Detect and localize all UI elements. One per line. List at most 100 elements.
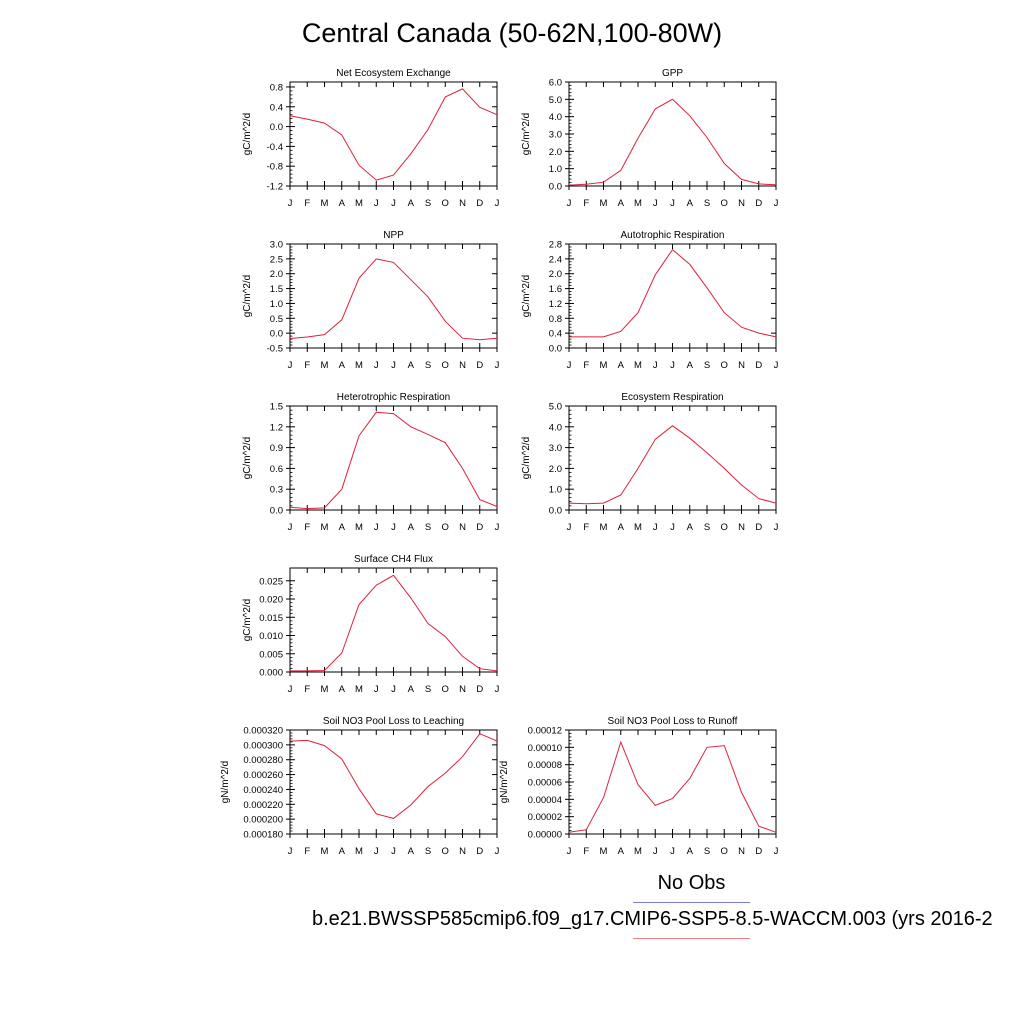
x-tick-label: J bbox=[774, 522, 779, 533]
x-tick-label: S bbox=[425, 522, 431, 533]
legend-obs-line bbox=[633, 902, 750, 903]
chart-title: Ecosystem Respiration bbox=[621, 392, 723, 403]
y-tick-label: 0.00000 bbox=[528, 830, 562, 841]
x-tick-label: D bbox=[755, 198, 762, 209]
y-tick-label: 0.4 bbox=[270, 102, 283, 113]
chart-panel-8: Soil NO3 Pool Loss to Leaching gN/m^2/d 0.… bbox=[220, 716, 500, 857]
x-tick-label: S bbox=[704, 198, 710, 209]
x-tick-label: J bbox=[567, 846, 572, 857]
x-tick-label: N bbox=[738, 360, 745, 371]
x-tick-label: N bbox=[459, 846, 466, 857]
chart-title: Soil NO3 Pool Loss to Leaching bbox=[323, 716, 464, 727]
x-tick-label: S bbox=[704, 846, 710, 857]
y-tick-label: 0.00008 bbox=[528, 760, 562, 771]
page-title: Central Canada (50-62N,100-80W) bbox=[301, 18, 723, 48]
y-tick-label: 0.8 bbox=[270, 82, 283, 93]
y-tick-label: 0.0 bbox=[270, 122, 283, 133]
y-tick-label: 4.0 bbox=[549, 422, 562, 433]
x-tick-label: J bbox=[653, 522, 658, 533]
x-tick-label: J bbox=[288, 198, 293, 209]
chart-title: Heterotrophic Respiration bbox=[337, 392, 450, 403]
x-tick-label: J bbox=[670, 522, 675, 533]
x-tick-label: O bbox=[442, 522, 449, 533]
chart-panel-4: Autotrophic Respiration gC/m^2/d 0.0 0.4 0.8… bbox=[521, 230, 779, 371]
series-line bbox=[568, 98, 777, 186]
series-line bbox=[569, 248, 777, 338]
x-tick-label: J bbox=[567, 360, 572, 371]
y-tick-label: 0.0 bbox=[270, 329, 283, 340]
y-axis-label: gC/m^2/d bbox=[242, 599, 253, 642]
y-tick-label: 0.0 bbox=[270, 506, 283, 517]
y-tick-label: 1.2 bbox=[549, 299, 562, 310]
plot-frame bbox=[568, 405, 777, 511]
x-tick-label: D bbox=[755, 522, 762, 533]
y-tick-label: 0.000260 bbox=[243, 770, 283, 781]
x-tick-label: A bbox=[687, 846, 694, 857]
y-tick-label: 0.000280 bbox=[243, 755, 283, 766]
legend-model-line bbox=[633, 938, 750, 939]
y-tick-label: 1.5 bbox=[270, 402, 283, 413]
y-tick-label: 2.5 bbox=[270, 254, 283, 265]
x-tick-label: A bbox=[408, 198, 415, 209]
x-tick-label: M bbox=[355, 360, 363, 371]
series-line bbox=[289, 411, 498, 510]
x-tick-label: M bbox=[321, 522, 329, 533]
x-tick-label: O bbox=[721, 198, 728, 209]
series-line bbox=[289, 733, 498, 819]
chart-panel-1: Net Ecosystem Exchange gC/m^2/d -1.2 -0.8 -0… bbox=[242, 68, 500, 209]
x-tick-label: M bbox=[321, 198, 329, 209]
x-tick-label: M bbox=[321, 684, 329, 695]
x-tick-label: F bbox=[583, 198, 589, 209]
y-tick-label: 1.5 bbox=[270, 284, 283, 295]
y-tick-label: 0.5 bbox=[270, 314, 283, 325]
x-tick-label: J bbox=[391, 522, 396, 533]
x-tick-label: S bbox=[704, 522, 710, 533]
x-tick-label: D bbox=[476, 198, 483, 209]
x-tick-label: J bbox=[653, 198, 658, 209]
x-tick-label: J bbox=[374, 360, 379, 371]
x-tick-label: F bbox=[304, 684, 310, 695]
y-tick-label: -1.2 bbox=[267, 182, 283, 193]
y-axis-label: gN/m^2/d bbox=[220, 761, 231, 804]
y-tick-label: 0.00010 bbox=[528, 743, 562, 754]
y-tick-label: 1.6 bbox=[549, 284, 562, 295]
x-tick-label: S bbox=[425, 360, 431, 371]
x-tick-label: A bbox=[339, 360, 346, 371]
y-tick-label: 0.000300 bbox=[243, 740, 283, 751]
x-tick-label: A bbox=[618, 846, 625, 857]
x-tick-label: J bbox=[495, 684, 500, 695]
plot-frame bbox=[568, 81, 777, 187]
series-line bbox=[290, 574, 498, 672]
y-tick-label: 0.010 bbox=[259, 631, 283, 642]
y-tick-label: 0.000180 bbox=[243, 830, 283, 841]
y-tick-label: 2.0 bbox=[549, 464, 562, 475]
y-tick-label: 4.0 bbox=[549, 112, 562, 123]
y-axis-label: gC/m^2/d bbox=[521, 275, 532, 318]
plot-frame bbox=[289, 81, 498, 187]
x-tick-label: J bbox=[288, 846, 293, 857]
x-tick-label: N bbox=[738, 198, 745, 209]
y-tick-label: 5.0 bbox=[549, 402, 562, 413]
x-tick-label: S bbox=[704, 360, 710, 371]
x-tick-label: J bbox=[374, 684, 379, 695]
x-tick-label: J bbox=[288, 684, 293, 695]
x-tick-label: F bbox=[583, 846, 589, 857]
y-axis-label: gN/m^2/d bbox=[499, 761, 510, 804]
x-tick-label: A bbox=[618, 198, 625, 209]
y-tick-label: 0.8 bbox=[549, 314, 562, 325]
x-tick-label: F bbox=[304, 198, 310, 209]
x-tick-label: A bbox=[339, 198, 346, 209]
x-tick-label: S bbox=[425, 198, 431, 209]
x-tick-label: O bbox=[442, 684, 449, 695]
x-tick-label: J bbox=[391, 684, 396, 695]
x-tick-label: M bbox=[600, 198, 608, 209]
x-tick-label: N bbox=[738, 522, 745, 533]
x-tick-label: J bbox=[495, 522, 500, 533]
x-tick-label: M bbox=[634, 522, 642, 533]
x-tick-label: J bbox=[374, 198, 379, 209]
y-tick-label: 5.0 bbox=[549, 95, 562, 106]
y-tick-label: 0.0 bbox=[549, 344, 562, 355]
y-tick-label: 0.6 bbox=[270, 464, 283, 475]
x-tick-label: J bbox=[391, 198, 396, 209]
